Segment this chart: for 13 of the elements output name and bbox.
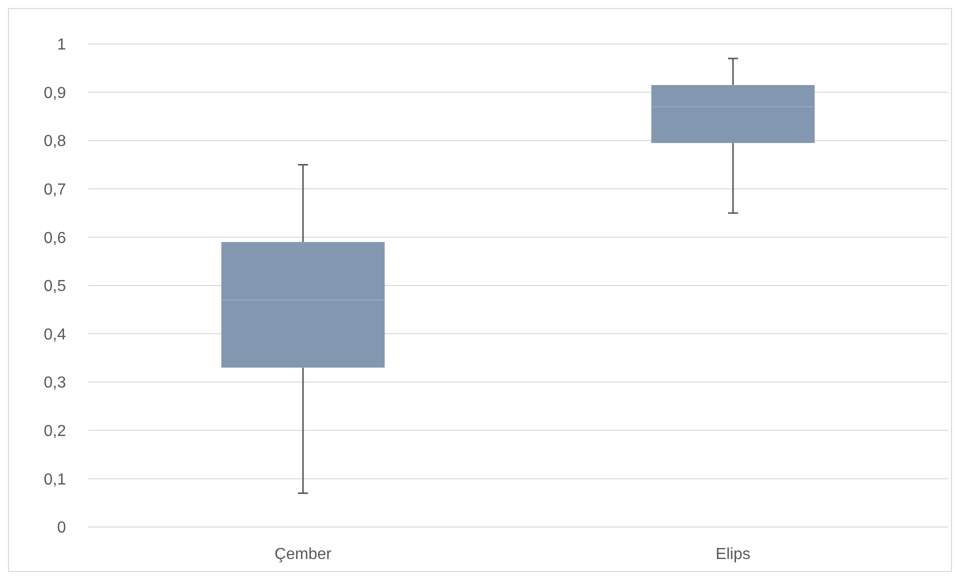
y-tick-label: 0,7 [44, 182, 66, 198]
y-tick-label: 1 [57, 36, 66, 54]
y-tick-label: 0,5 [44, 278, 66, 296]
y-tick-label: 0,3 [44, 374, 66, 392]
x-tick-label: Çember [274, 546, 332, 563]
y-tick-label: 0,9 [44, 84, 66, 102]
y-tick-label: 0,4 [44, 326, 66, 344]
y-tick-label: 0 [57, 520, 66, 537]
y-tick-label: 0,8 [44, 133, 66, 150]
y-tick-label: 0,6 [44, 230, 66, 247]
x-tick-label: Elips [716, 546, 750, 563]
y-tick-label: 0,2 [44, 423, 66, 440]
y-tick-label: 0,1 [44, 471, 66, 488]
